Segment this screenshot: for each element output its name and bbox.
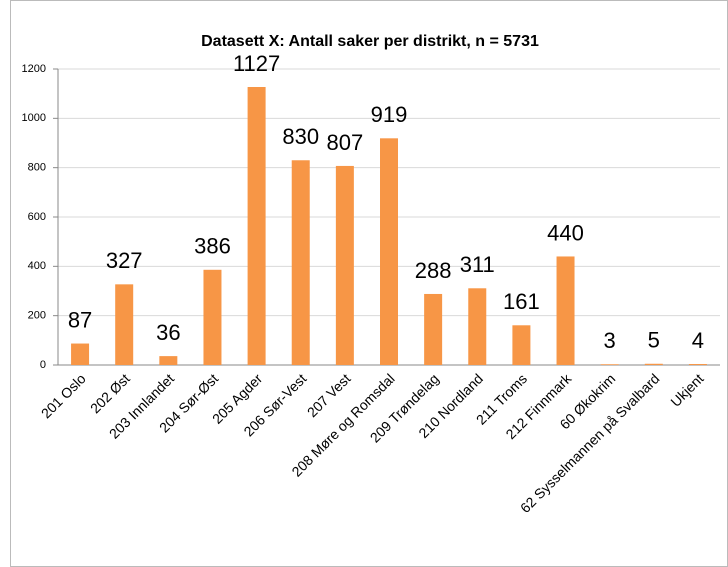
y-tick-label: 400 <box>28 260 46 272</box>
y-tick-label: 800 <box>28 162 46 174</box>
data-label: 386 <box>194 234 231 259</box>
y-tick-label: 600 <box>28 211 46 223</box>
data-label: 3 <box>604 328 616 353</box>
bar <box>335 165 354 365</box>
data-label: 1127 <box>233 51 280 76</box>
data-label: 5 <box>648 328 660 353</box>
bar <box>203 269 222 365</box>
bar <box>512 325 531 365</box>
data-label: 87 <box>68 307 92 332</box>
y-tick-label: 0 <box>40 359 46 371</box>
data-label: 161 <box>503 289 540 314</box>
bar <box>468 288 487 365</box>
bar <box>600 364 619 365</box>
data-label: 36 <box>156 320 180 345</box>
chart-border <box>10 0 728 567</box>
y-tick-label: 1000 <box>22 112 46 124</box>
bar <box>380 138 398 365</box>
bar <box>556 256 575 365</box>
bar <box>644 363 663 365</box>
data-label: 919 <box>371 102 408 127</box>
bar <box>71 343 90 365</box>
y-tick-label: 1200 <box>22 63 46 75</box>
data-label: 311 <box>460 252 495 277</box>
y-tick-label: 200 <box>28 310 46 322</box>
data-label: 327 <box>106 248 143 273</box>
bar <box>247 87 266 366</box>
bar <box>291 160 310 365</box>
bar <box>159 356 178 365</box>
data-label: 807 <box>327 130 364 155</box>
data-label: 440 <box>547 220 584 245</box>
data-label: 288 <box>415 258 452 283</box>
bar <box>688 364 707 365</box>
chart-title: Datasett X: Antall saker per distrikt, n… <box>201 33 539 50</box>
bar <box>424 293 443 365</box>
data-label: 4 <box>692 328 704 353</box>
data-label: 830 <box>282 124 319 149</box>
bar <box>115 284 134 365</box>
